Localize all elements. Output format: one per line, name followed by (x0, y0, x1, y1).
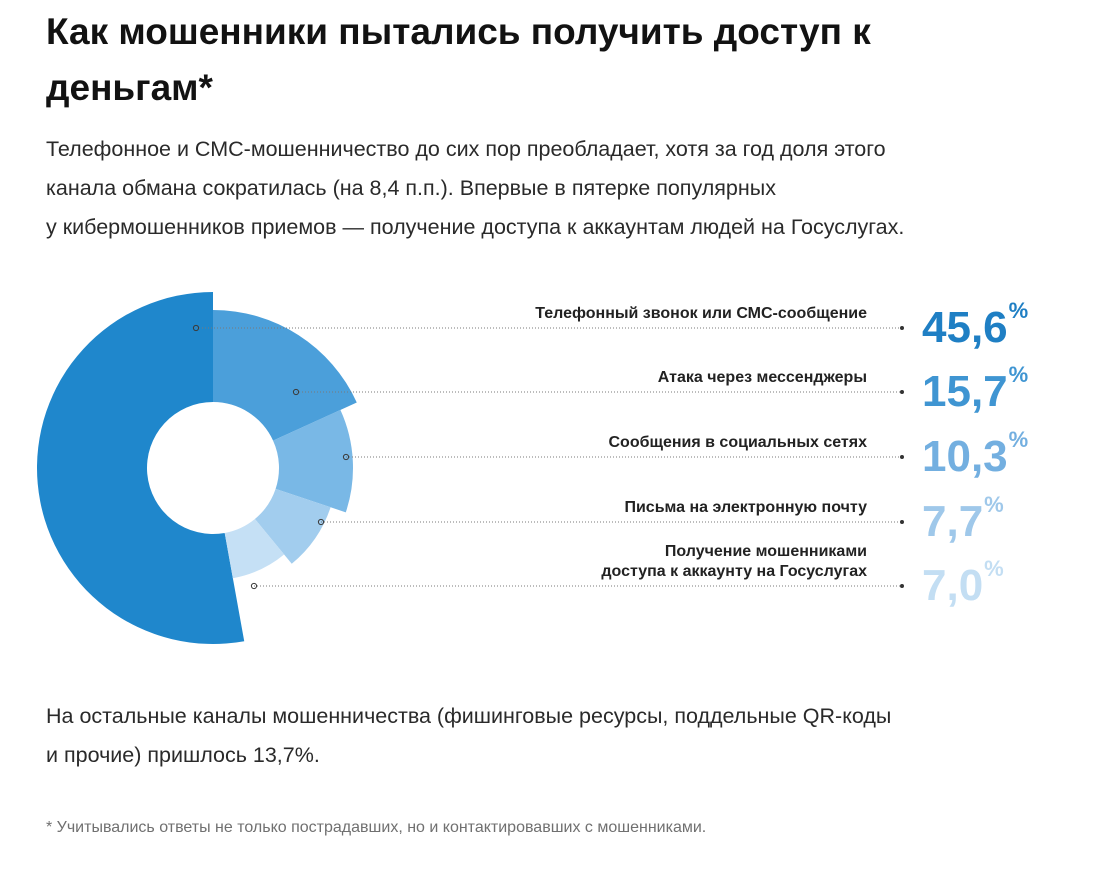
category-label: Письма на электронную почту (624, 499, 867, 516)
donut-slice (213, 310, 357, 441)
donut-slice (273, 409, 353, 513)
intro-line: Телефонное и СМС-мошенничество до сих по… (46, 137, 886, 161)
value-label: 7,0 (922, 561, 983, 610)
intro-line: у кибермошенников приемов — получение до… (46, 215, 905, 239)
percent-sign: % (1009, 298, 1029, 323)
percent-sign: % (984, 556, 1004, 581)
percent-sign: % (1009, 362, 1029, 387)
category-label: доступа к аккаунту на Госуслугах (601, 563, 867, 580)
value-label: 45,6 (922, 303, 1008, 352)
slice-marker (250, 582, 258, 590)
donut-slice (37, 292, 245, 644)
footnote: * Учитывались ответы не только пострадав… (46, 819, 707, 836)
category-label: Получение мошенниками (665, 543, 867, 560)
chart-title: Как мошенники пытались получить доступ к… (46, 11, 871, 108)
category-label: Сообщения в социальных сетях (608, 434, 867, 451)
value-label: 10,3 (922, 432, 1008, 481)
donut-slice (224, 518, 285, 579)
slice-marker (292, 388, 300, 396)
donut-chart: Телефонный звонок или СМС-сообщение 45,6%… (37, 292, 1029, 644)
leader-end-dot (900, 455, 904, 459)
leader-end-dot (900, 390, 904, 394)
value-label: 7,7 (922, 497, 983, 546)
outro-line: На остальные каналы мошенничества (фишин… (46, 704, 892, 728)
intro-paragraph: Телефонное и СМС-мошенничество до сих по… (46, 130, 1096, 247)
outro-paragraph: На остальные каналы мошенничества (фишин… (46, 697, 1086, 775)
percent-sign: % (984, 492, 1004, 517)
category-label: Атака через мессенджеры (658, 369, 867, 386)
donut-slice (254, 488, 331, 564)
slice-marker (192, 324, 200, 332)
value-label: 15,7 (922, 367, 1008, 416)
category-label: Телефонный звонок или СМС-сообщение (535, 305, 867, 322)
leader-end-dot (900, 326, 904, 330)
leader-end-dot (900, 520, 904, 524)
outro-line: и прочие) пришлось 13,7%. (46, 743, 320, 767)
intro-line: канала обмана сократилась (на 8,4 п.п.).… (46, 176, 776, 200)
percent-sign: % (1009, 427, 1029, 452)
slice-marker (342, 453, 350, 461)
leader-end-dot (900, 584, 904, 588)
slice-marker (317, 518, 325, 526)
